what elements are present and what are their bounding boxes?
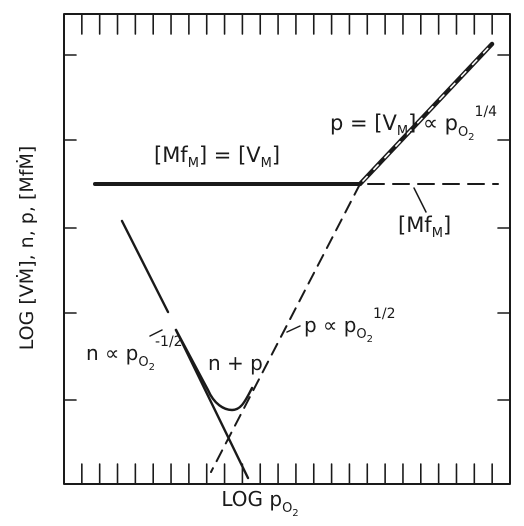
leader-p-half: [286, 325, 301, 333]
y-axis-label: LOG [VṀ], n, p, [MfṀ]: [15, 146, 38, 350]
label-mf: [MfM]: [398, 213, 451, 241]
label-n-minus-half: n ∝ pO2-1/2: [86, 334, 183, 373]
label-p-quarter: p = [VM] ∝ pO21/4: [330, 104, 497, 143]
leader-n-minus-half: [149, 329, 163, 337]
p-quarter-slope-line: [357, 41, 495, 187]
label-plateau-equality: [MfM] = [VM]: [154, 143, 280, 171]
label-leaders: [149, 187, 427, 337]
n-plus-p-curve: [174, 328, 254, 412]
plot-frame: [63, 13, 511, 485]
p-half-slope-line: [210, 183, 361, 473]
label-p-half: p ∝ pO21/2: [304, 306, 396, 345]
leader-mf: [413, 187, 427, 213]
axis-ticks: [63, 13, 511, 485]
label-n-plus-p: n + p: [208, 351, 263, 375]
n-minus-half-line: [120, 219, 170, 314]
defect-curves: [93, 41, 499, 480]
x-axis-label: LOG pO2: [221, 487, 298, 519]
